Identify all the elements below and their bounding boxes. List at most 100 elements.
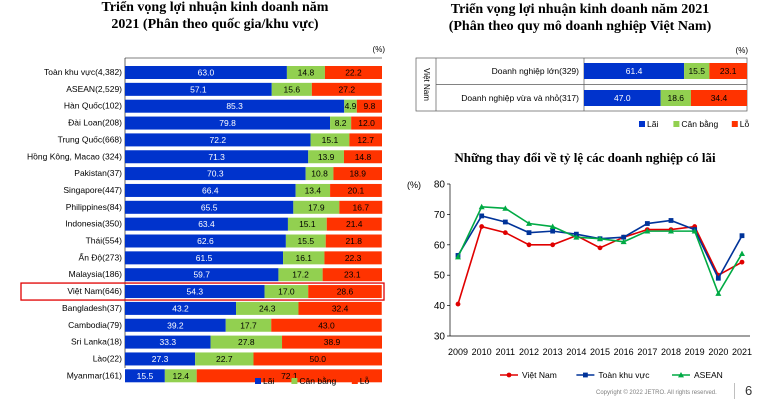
rb-point-triangle: [739, 250, 745, 257]
left-bar-value-label: 14.8: [298, 68, 315, 78]
left-bar-segment: [264, 285, 309, 299]
left-category-label: Toàn khu vực(4,382): [44, 67, 122, 77]
rb-unit-label: (%): [407, 180, 421, 190]
left-bar-value-label: 43.2: [172, 303, 189, 313]
right-top-stacked-bar-chart: (%) Việt Nam Doanh nghiệp lớn(329) 61.4 15.5…: [415, 46, 750, 129]
left-bar-segment: [125, 150, 309, 164]
rt-legend-swatch: [731, 121, 738, 127]
left-bar-value-label: 66.4: [202, 185, 219, 195]
left-bar-segment: [125, 369, 165, 383]
left-bar-value-label: 21.8: [345, 236, 362, 246]
left-bar-value-label: 71.3: [208, 152, 225, 162]
rb-point-triangle: [597, 235, 603, 242]
rb-x-tick-label: 2018: [661, 347, 681, 357]
left-bar-value-label: 8.2: [335, 118, 347, 128]
vietnam-highlight-box: [20, 282, 385, 301]
rb-legend-marker: [583, 372, 588, 378]
rb-x-tick-label: 2011: [496, 347, 515, 357]
left-bar-segment: [125, 234, 286, 248]
rb-x-tick-label: 2020: [708, 347, 728, 357]
rb-point-triangle: [691, 228, 698, 234]
rb-legend-label: Việt Nam: [522, 370, 557, 380]
rb-y-tick-label: 70: [434, 210, 446, 221]
left-bar-value-label: 10.8: [311, 169, 328, 179]
left-bar-segment: [322, 268, 382, 282]
rb-point-square: [644, 221, 650, 226]
left-bar-value-label: 12.7: [357, 135, 374, 145]
rb-legend-label: ASEAN: [694, 370, 723, 380]
left-category-label: Trung Quốc(668): [58, 134, 123, 144]
left-bar-segment: [125, 66, 287, 79]
left-bar-segment: [325, 234, 382, 248]
left-bar-value-label: 54.3: [187, 287, 204, 297]
left-category-label: Lào(22): [93, 353, 122, 363]
left-category-label: Malaysia(186): [69, 269, 123, 279]
rb-x-tick-label: 2013: [543, 347, 563, 357]
left-bar-value-label: 17.7: [240, 320, 257, 330]
rb-legend-label: Toàn khu vực: [598, 370, 650, 380]
left-category-label: Hồng Kông, Macao (324): [27, 151, 122, 161]
rb-point-square: [715, 275, 721, 281]
left-bar-segment: [253, 352, 382, 366]
left-category-label: Sri Lanka(18): [71, 337, 122, 347]
left-bar-segment: [324, 66, 382, 79]
rb-point-circle: [455, 301, 461, 307]
left-bar-segment: [308, 285, 382, 299]
rb-point-triangle: [668, 228, 674, 234]
rt-bar-segment: [684, 63, 710, 79]
left-bar-segment: [196, 369, 382, 383]
left-bar-segment: [125, 285, 265, 299]
left-bar-value-label: 17.0: [278, 287, 295, 297]
left-bar-segment: [125, 99, 345, 113]
left-bar-value-label: 14.8: [355, 152, 372, 162]
rb-point-triangle: [549, 223, 556, 229]
rb-x-tick-label: 2021: [732, 347, 752, 357]
rb-x-tick-label: 2019: [685, 347, 705, 357]
left-bar-value-label: 22.2: [345, 68, 362, 78]
rb-point-circle: [526, 242, 532, 248]
left-bar-segment: [210, 335, 283, 349]
left-bar-value-label: 38.9: [324, 337, 341, 347]
rb-y-tick-label: 40: [434, 301, 446, 312]
left-bar-segment: [195, 352, 254, 366]
left-bar-segment: [349, 133, 382, 147]
left-bar-segment: [282, 335, 382, 349]
page-divider: [734, 383, 735, 399]
left-legend-swatch: [255, 378, 261, 384]
rb-point-triangle: [715, 290, 722, 296]
left-bar-segment: [286, 66, 325, 79]
left-bar-segment: [271, 82, 312, 96]
left-category-label: Việt Nam(646): [67, 286, 122, 296]
page-number: 6: [745, 383, 753, 398]
left-bar-value-label: 28.6: [337, 287, 354, 297]
left-category-label: Bangladesh(37): [62, 303, 122, 313]
left-bar-value-label: 17.2: [292, 270, 309, 280]
left-bar-value-label: 27.2: [339, 84, 356, 94]
rt-bar-segment: [584, 90, 661, 106]
left-bar-segment: [298, 301, 382, 315]
rb-point-square: [668, 218, 674, 223]
rb-y-tick-label: 50: [434, 271, 446, 282]
rt-unit-label: (%): [736, 46, 749, 55]
left-bar-value-label: 79.8: [219, 118, 236, 128]
rt-group-label: Việt Nam: [422, 68, 431, 101]
left-bar-segment: [333, 167, 382, 181]
left-bar-segment: [330, 116, 352, 130]
left-bar-value-label: 72.2: [210, 135, 227, 145]
rb-x-tick-label: 2017: [637, 347, 657, 357]
rb-y-tick-label: 80: [434, 180, 446, 191]
left-unit-label: (%): [373, 45, 386, 54]
left-legend-label: Cân bằng: [299, 376, 336, 386]
left-category-label: Đài Loan(208): [68, 118, 122, 128]
rb-y-tick-label: 30: [434, 332, 446, 343]
left-bar-value-label: 43.0: [318, 320, 335, 330]
rb-x-tick-label: 2010: [472, 347, 492, 357]
rt-legend-swatch: [639, 121, 645, 127]
rt-legend-label: Lãi: [647, 119, 658, 129]
left-bar-value-label: 39.2: [167, 320, 184, 330]
left-bar-segment: [125, 352, 196, 366]
left-bar-segment: [125, 251, 284, 265]
rb-point-triangle: [455, 253, 461, 260]
rb-point-square: [526, 230, 532, 236]
left-bar-value-label: 61.5: [196, 253, 213, 263]
